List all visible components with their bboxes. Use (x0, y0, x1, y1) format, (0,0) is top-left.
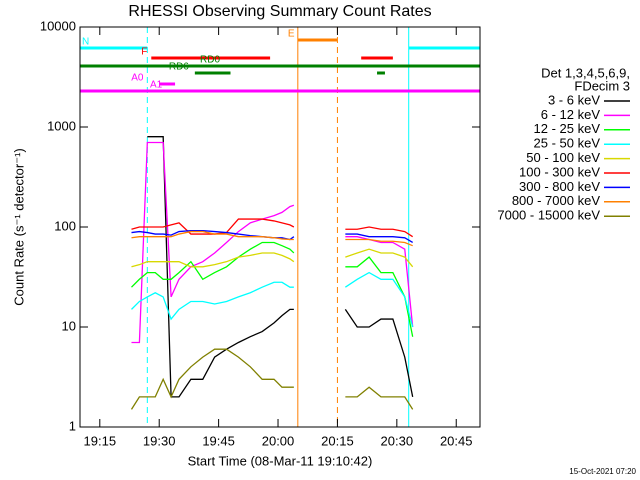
legend-label: 25 - 50 keV (534, 136, 601, 151)
x-tick-label: 19:30 (143, 433, 176, 448)
flag-label: E (288, 29, 295, 40)
legend-title: FDecim 3 (574, 78, 630, 93)
flag-label: F (141, 47, 147, 58)
y-tick-label: 10 (62, 318, 76, 333)
series-line (131, 218, 295, 235)
x-tick-label: 20:30 (381, 433, 414, 448)
y-tick-label: 1000 (47, 118, 76, 133)
y-tick-label: 1 (69, 418, 76, 433)
legend-label: 7000 - 15000 keV (497, 208, 600, 223)
series-line (131, 230, 294, 241)
legend-label: 6 - 12 keV (541, 107, 601, 122)
y-axis-label: Count Rate (s⁻¹ detector⁻¹) (11, 148, 26, 306)
x-tick-label: 19:15 (84, 433, 117, 448)
x-tick-label: 20:15 (321, 433, 354, 448)
flag-label: N (82, 37, 89, 48)
x-tick-label: 20:00 (262, 433, 295, 448)
flag-label: RD0 (200, 55, 220, 66)
series-line (345, 248, 414, 268)
series-line (344, 309, 414, 398)
x-tick-label: 19:45 (202, 433, 235, 448)
flag-label: RD6 (169, 62, 189, 73)
legend-label: 3 - 6 keV (548, 92, 600, 107)
series-line (131, 281, 294, 321)
series-line (131, 141, 295, 344)
series-line (130, 348, 294, 410)
series-line (345, 238, 413, 247)
legend-label: 300 - 800 keV (519, 179, 600, 194)
legend-label: 50 - 100 keV (526, 150, 600, 165)
footer: 15-Oct-2021 07:20 (569, 467, 636, 476)
legend-label: 100 - 300 keV (519, 164, 600, 179)
flag-label: A0 (131, 73, 144, 84)
series-line (131, 241, 295, 288)
flag-label: A1 (150, 80, 163, 91)
x-tick-label: 20:45 (440, 433, 473, 448)
legend-label: 12 - 25 keV (534, 121, 601, 136)
series-line (345, 386, 414, 410)
x-axis-label: Start Time (08-Mar-11 19:10:42) (188, 453, 373, 468)
series-line (345, 226, 414, 238)
series-line (131, 252, 295, 268)
series-line (344, 271, 414, 328)
y-tick-label: 100 (54, 218, 76, 233)
y-tick-label: 10000 (40, 18, 76, 33)
series-line (147, 136, 294, 398)
legend-label: 800 - 7000 keV (512, 193, 601, 208)
legend-title: Det 1,3,4,5,6,9, (541, 65, 630, 80)
series-line (345, 236, 414, 328)
series-line (345, 233, 414, 244)
chart-title: RHESSI Observing Summary Count Rates (128, 3, 431, 20)
